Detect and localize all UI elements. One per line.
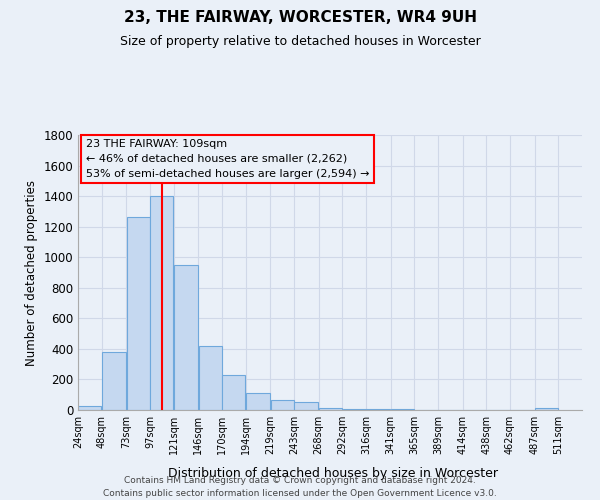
Text: Contains HM Land Registry data © Crown copyright and database right 2024.
Contai: Contains HM Land Registry data © Crown c…: [103, 476, 497, 498]
Bar: [223, 375, 245, 410]
Text: Size of property relative to detached houses in Worcester: Size of property relative to detached ho…: [119, 35, 481, 48]
Bar: [295, 402, 318, 410]
Bar: [174, 265, 198, 410]
Bar: [199, 346, 221, 410]
Bar: [102, 352, 126, 410]
Bar: [79, 406, 101, 410]
Text: 23 THE FAIRWAY: 109sqm
← 46% of detached houses are smaller (2,262)
53% of semi-: 23 THE FAIRWAY: 109sqm ← 46% of detached…: [86, 139, 369, 178]
Text: 23, THE FAIRWAY, WORCESTER, WR4 9UH: 23, THE FAIRWAY, WORCESTER, WR4 9UH: [124, 10, 476, 25]
Bar: [535, 408, 558, 410]
Y-axis label: Number of detached properties: Number of detached properties: [25, 180, 38, 366]
Bar: [271, 400, 293, 410]
Bar: [343, 409, 365, 410]
Bar: [151, 196, 173, 410]
Bar: [246, 393, 270, 410]
Bar: [319, 408, 342, 410]
Bar: [127, 218, 149, 410]
Bar: [367, 409, 390, 410]
Bar: [391, 409, 414, 410]
Text: Distribution of detached houses by size in Worcester: Distribution of detached houses by size …: [168, 467, 498, 480]
